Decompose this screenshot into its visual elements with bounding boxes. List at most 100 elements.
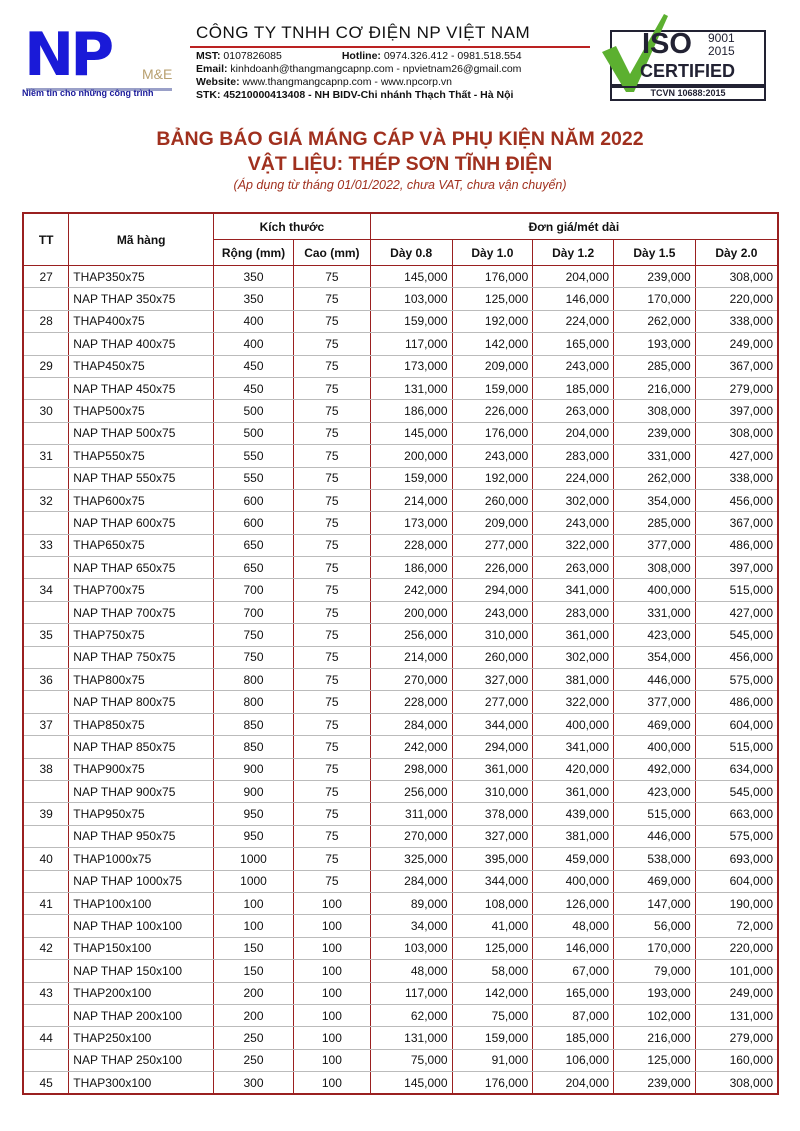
header-size: Kích thước [213,212,371,240]
cell-price-08: 284,000 [369,712,453,737]
cell-price-20: 249,000 [694,981,779,1005]
header-thick-10: Dày 1.0 [451,239,534,266]
cell-price-20: 456,000 [694,488,779,513]
cell-price-20: 604,000 [694,712,779,737]
header-thick-08: Dày 0.8 [369,239,453,266]
table-row: NAP THAP 350x75 350 75 103,000 125,000 146,00… [22,287,779,311]
header-price: Đơn giá/mét dài [369,212,779,240]
cell-price-10: 344,000 [451,712,534,737]
cell-price-12: 400,000 [532,869,615,893]
cell-width: 900 [213,779,294,804]
cell-height: 75 [292,824,371,849]
cell-price-12: 146,000 [532,287,615,311]
cell-height: 75 [292,533,371,558]
cell-price-10: 395,000 [451,847,534,871]
cell-price-08: 48,000 [369,959,453,983]
company-info: MST: 0107826085 Hotline: 0974.326.412 - 0… [196,50,522,102]
table-row: 35 THAP750x75 750 75 256,000 310,000 361,000 42… [22,623,779,647]
cell-price-12: 381,000 [532,668,615,692]
cell-width: 500 [213,399,294,423]
cell-width: 450 [213,354,294,378]
cell-width: 900 [213,757,294,781]
table-row: 40 THAP1000x75 1000 75 325,000 395,000 459,000… [22,847,779,871]
cell-height: 75 [292,399,371,423]
cell-price-20: 427,000 [694,600,779,625]
cell-price-10: 75,000 [451,1003,534,1028]
cell-price-15: 239,000 [613,421,696,446]
header-thick-20: Dày 2.0 [694,239,779,266]
cell-price-10: 41,000 [451,914,534,938]
table-row: NAP THAP 200x100 200 100 62,000 75,000 87,000… [22,1003,779,1028]
cell-height: 75 [292,802,371,826]
cell-code: NAP THAP 750x75 [68,645,215,670]
cell-code: THAP400x75 [68,309,215,334]
cell-price-12: 459,000 [532,847,615,871]
cell-tt [22,869,70,893]
cell-price-12: 420,000 [532,757,615,781]
cell-height: 100 [292,891,371,916]
cell-price-20: 367,000 [694,511,779,535]
cell-price-20: 101,000 [694,959,779,983]
cell-width: 400 [213,309,294,334]
table-row: 30 THAP500x75 500 75 186,000 226,000 263,000 30… [22,399,779,423]
table-row: NAP THAP 950x75 950 75 270,000 327,000 381,00… [22,824,779,849]
cell-code: NAP THAP 850x75 [68,735,215,759]
table-row: 34 THAP700x75 700 75 242,000 294,000 341,000 40… [22,578,779,602]
cell-width: 650 [213,556,294,580]
cell-width: 550 [213,466,294,490]
cell-height: 75 [292,287,371,311]
cell-price-08: 131,000 [369,1026,453,1050]
table-row: NAP THAP 550x75 550 75 159,000 192,000 224,00… [22,466,779,490]
cell-price-08: 242,000 [369,578,453,602]
cell-price-12: 263,000 [532,399,615,423]
cell-price-10: 294,000 [451,735,534,759]
header-tt: TT [22,212,70,266]
cell-code: NAP THAP 1000x75 [68,869,215,893]
cell-price-20: 308,000 [694,421,779,446]
cell-price-10: 243,000 [451,600,534,625]
cell-price-15: 262,000 [613,466,696,490]
cell-height: 75 [292,623,371,647]
cell-tt [22,914,70,938]
cell-tt [22,1048,70,1073]
cell-width: 750 [213,623,294,647]
cell-price-08: 173,000 [369,354,453,378]
cell-price-20: 160,000 [694,1048,779,1073]
cell-price-20: 367,000 [694,354,779,378]
checkmark-icon [602,14,668,92]
cell-price-15: 400,000 [613,735,696,759]
cell-width: 500 [213,421,294,446]
cell-price-20: 693,000 [694,847,779,871]
table-row: 39 THAP950x75 950 75 311,000 378,000 439,000 51… [22,802,779,826]
cell-price-20: 515,000 [694,578,779,602]
cell-price-15: 331,000 [613,444,696,468]
cell-tt: 34 [22,578,70,602]
cell-tt [22,600,70,625]
cell-price-08: 173,000 [369,511,453,535]
cell-height: 75 [292,421,371,446]
cell-code: NAP THAP 900x75 [68,779,215,804]
cell-price-08: 117,000 [369,332,453,356]
cell-price-12: 146,000 [532,936,615,961]
cell-price-12: 283,000 [532,444,615,468]
table-row: 29 THAP450x75 450 75 173,000 209,000 243,000 28… [22,354,779,378]
cell-price-10: 260,000 [451,645,534,670]
cell-tt [22,1003,70,1028]
cell-price-12: 126,000 [532,891,615,916]
cell-price-12: 87,000 [532,1003,615,1028]
cell-price-15: 469,000 [613,712,696,737]
cell-price-10: 176,000 [451,421,534,446]
cell-price-10: 125,000 [451,936,534,961]
cell-tt: 31 [22,444,70,468]
cell-tt: 39 [22,802,70,826]
cell-price-15: 216,000 [613,1026,696,1050]
cell-price-20: 486,000 [694,533,779,558]
header-thick-15: Dày 1.5 [613,239,696,266]
cell-price-12: 106,000 [532,1048,615,1073]
cell-price-15: 125,000 [613,1048,696,1073]
cell-height: 75 [292,869,371,893]
cell-price-20: 131,000 [694,1003,779,1028]
cell-price-10: 294,000 [451,578,534,602]
cell-price-15: 515,000 [613,802,696,826]
cell-price-10: 327,000 [451,668,534,692]
